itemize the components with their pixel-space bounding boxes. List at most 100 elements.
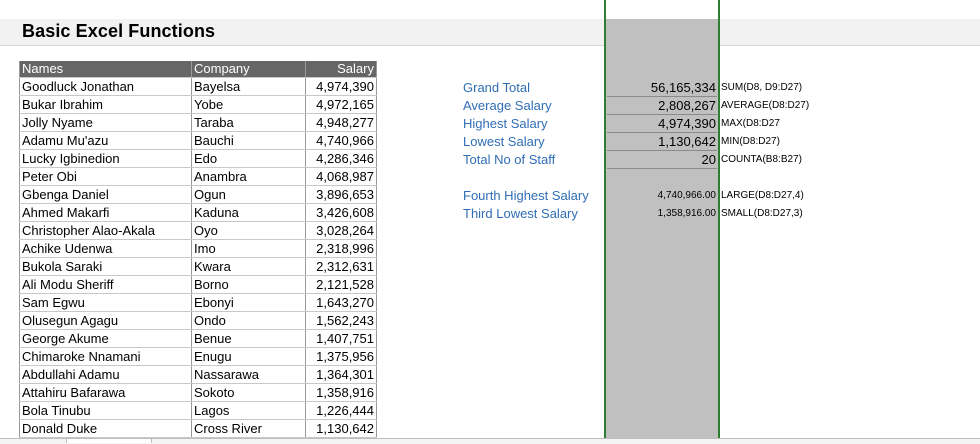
summary-label[interactable]: Lowest Salary [463, 134, 545, 149]
sheet-tab[interactable] [66, 439, 152, 443]
table-row: Gbenga Daniel Ogun 3,896,653 [19, 185, 377, 204]
cell-name[interactable]: Gbenga Daniel [19, 185, 192, 204]
summary-value[interactable]: 2,808,267 [607, 97, 717, 115]
cell-salary[interactable]: 4,972,165 [305, 95, 377, 114]
cell-name[interactable]: Bola Tinubu [19, 401, 192, 420]
cell-company[interactable]: Ondo [191, 311, 306, 330]
summary-formula[interactable]: MAX(D8:D27 [721, 118, 780, 129]
title-band [0, 19, 980, 46]
cell-company[interactable]: Benue [191, 329, 306, 348]
cell-name[interactable]: Bukar Ibrahim [19, 95, 192, 114]
summary-label[interactable]: Total No of Staff [463, 152, 556, 167]
cell-name[interactable]: Peter Obi [19, 167, 192, 186]
cell-name[interactable]: Chimaroke Nnamani [19, 347, 192, 366]
cell-name[interactable]: Adamu Mu'azu [19, 131, 192, 150]
summary-formula[interactable]: SUM(D8, D9:D27) [721, 82, 803, 93]
summary-formulas: SUM(D8, D9:D27) AVERAGE(D8:D27) MAX(D8:D27… [721, 79, 809, 223]
cell-company[interactable]: Imo [191, 239, 306, 258]
cell-company[interactable]: Edo [191, 149, 306, 168]
summary-label[interactable] [463, 169, 589, 187]
cell-company[interactable]: Lagos [191, 401, 306, 420]
cell-salary[interactable]: 1,407,751 [305, 329, 377, 348]
table-row: Peter Obi Anambra 4,068,987 [19, 167, 377, 186]
summary-value[interactable] [607, 169, 717, 187]
cell-company[interactable]: Ogun [191, 185, 306, 204]
cell-salary[interactable]: 4,948,277 [305, 113, 377, 132]
table-row: Ahmed Makarfi Kaduna 3,426,608 [19, 203, 377, 222]
cell-name[interactable]: Ali Modu Sheriff [19, 275, 192, 294]
cell-salary[interactable]: 4,068,987 [305, 167, 377, 186]
highlighted-column[interactable] [606, 19, 719, 443]
cell-salary[interactable]: 4,974,390 [305, 77, 377, 96]
cell-name[interactable]: Jolly Nyame [19, 113, 192, 132]
header-names[interactable]: Names [19, 61, 192, 78]
summary-formula[interactable]: AVERAGE(D8:D27) [721, 100, 810, 111]
table-row: Goodluck Jonathan Bayelsa 4,974,390 [19, 77, 377, 96]
cell-name[interactable]: Olusegun Agagu [19, 311, 192, 330]
cell-company[interactable]: Nassarawa [191, 365, 306, 384]
summary-value[interactable]: 56,165,334 [607, 79, 717, 97]
summary-label[interactable]: Fourth Highest Salary [463, 188, 589, 203]
cell-name[interactable]: Ahmed Makarfi [19, 203, 192, 222]
summary-value[interactable]: 1,130,642 [607, 133, 717, 151]
cell-company[interactable]: Ebonyi [191, 293, 306, 312]
summary-value[interactable]: 1,358,916.00 [657, 208, 716, 219]
cell-company[interactable]: Kwara [191, 257, 306, 276]
summary-formula[interactable]: COUNTA(B8:B27) [721, 154, 802, 165]
cell-salary[interactable]: 2,312,631 [305, 257, 377, 276]
cell-name[interactable]: Goodluck Jonathan [19, 77, 192, 96]
cell-company[interactable]: Cross River [191, 419, 306, 438]
table-row: Jolly Nyame Taraba 4,948,277 [19, 113, 377, 132]
summary-formula[interactable]: SMALL(D8:D27,3) [721, 208, 803, 219]
cell-salary[interactable]: 3,028,264 [305, 221, 377, 240]
summary-formula[interactable]: MIN(D8:D27) [721, 136, 780, 147]
cell-salary[interactable]: 1,562,243 [305, 311, 377, 330]
summary-label[interactable]: Average Salary [463, 98, 552, 113]
cell-company[interactable]: Enugu [191, 347, 306, 366]
cell-name[interactable]: Achike Udenwa [19, 239, 192, 258]
cell-name[interactable]: Attahiru Bafarawa [19, 383, 192, 402]
cell-name[interactable]: Lucky Igbinedion [19, 149, 192, 168]
cell-salary[interactable]: 1,364,301 [305, 365, 377, 384]
header-salary[interactable]: Salary [305, 61, 377, 78]
summary-value[interactable]: 4,740,966.00 [657, 190, 716, 201]
cell-company[interactable]: Oyo [191, 221, 306, 240]
summary-value[interactable]: 4,974,390 [607, 115, 717, 133]
header-company[interactable]: Company [191, 61, 306, 78]
summary-label[interactable]: Third Lowest Salary [463, 206, 578, 221]
cell-name[interactable]: George Akume [19, 329, 192, 348]
cell-company[interactable]: Bauchi [191, 131, 306, 150]
cell-salary[interactable]: 1,226,444 [305, 401, 377, 420]
table-row: Achike Udenwa Imo 2,318,996 [19, 239, 377, 258]
summary-formula[interactable] [721, 169, 809, 187]
cell-salary[interactable]: 2,121,528 [305, 275, 377, 294]
cell-company[interactable]: Yobe [191, 95, 306, 114]
cell-salary[interactable]: 1,130,642 [305, 419, 377, 438]
cell-salary[interactable]: 4,286,346 [305, 149, 377, 168]
cell-company[interactable]: Sokoto [191, 383, 306, 402]
table-row: Christopher Alao-Akala Oyo 3,028,264 [19, 221, 377, 240]
cell-company[interactable]: Kaduna [191, 203, 306, 222]
cell-salary[interactable]: 2,318,996 [305, 239, 377, 258]
cell-company[interactable]: Borno [191, 275, 306, 294]
table-row: Abdullahi Adamu Nassarawa 1,364,301 [19, 365, 377, 384]
cell-salary[interactable]: 1,375,956 [305, 347, 377, 366]
cell-name[interactable]: Christopher Alao-Akala [19, 221, 192, 240]
cell-salary[interactable]: 1,358,916 [305, 383, 377, 402]
summary-label[interactable]: Highest Salary [463, 116, 548, 131]
sheet-title[interactable]: Basic Excel Functions [22, 21, 216, 41]
cell-company[interactable]: Anambra [191, 167, 306, 186]
cell-salary[interactable]: 3,896,653 [305, 185, 377, 204]
cell-company[interactable]: Bayelsa [191, 77, 306, 96]
cell-name[interactable]: Sam Egwu [19, 293, 192, 312]
cell-company[interactable]: Taraba [191, 113, 306, 132]
summary-formula[interactable]: LARGE(D8:D27,4) [721, 190, 804, 201]
summary-label[interactable]: Grand Total [463, 80, 530, 95]
cell-name[interactable]: Donald Duke [19, 419, 192, 438]
summary-value[interactable]: 20 [607, 151, 717, 169]
cell-name[interactable]: Abdullahi Adamu [19, 365, 192, 384]
cell-salary[interactable]: 4,740,966 [305, 131, 377, 150]
cell-name[interactable]: Bukola Saraki [19, 257, 192, 276]
cell-salary[interactable]: 3,426,608 [305, 203, 377, 222]
cell-salary[interactable]: 1,643,270 [305, 293, 377, 312]
